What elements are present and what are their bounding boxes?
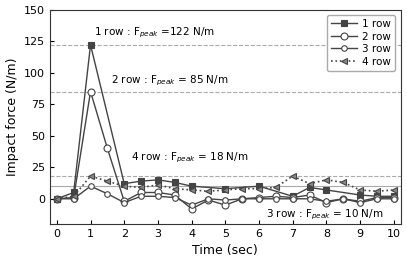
3 row (341, 197, 346, 200)
Text: 3 row : F$_{peak}$ = 10 N/m: 3 row : F$_{peak}$ = 10 N/m (266, 207, 383, 221)
4 row (307, 182, 312, 185)
1 row (324, 188, 329, 191)
1 row (223, 187, 228, 190)
3 row (256, 197, 261, 200)
2 row (206, 199, 211, 202)
Text: 4 row : F$_{peak}$ = 18 N/m: 4 row : F$_{peak}$ = 18 N/m (131, 150, 248, 165)
3 row (290, 197, 295, 200)
2 row (324, 201, 329, 204)
2 row (307, 193, 312, 196)
1 row (189, 185, 194, 188)
4 row (256, 187, 261, 190)
2 row (139, 191, 144, 194)
X-axis label: Time (sec): Time (sec) (193, 244, 258, 257)
2 row (391, 196, 396, 199)
3 row (189, 204, 194, 207)
3 row (71, 197, 76, 200)
2 row (189, 207, 194, 210)
4 row (139, 186, 144, 189)
2 row (55, 197, 59, 200)
4 row (324, 178, 329, 181)
4 row (155, 183, 160, 186)
2 row (290, 196, 295, 199)
Legend: 1 row, 2 row, 3 row, 4 row: 1 row, 2 row, 3 row, 4 row (327, 15, 395, 71)
2 row (240, 197, 245, 200)
3 row (391, 197, 396, 200)
2 row (223, 204, 228, 207)
1 row (155, 178, 160, 181)
2 row (358, 200, 363, 203)
4 row (105, 180, 110, 183)
3 row (324, 200, 329, 203)
1 row (290, 195, 295, 198)
3 row (55, 197, 59, 200)
2 row (71, 196, 76, 199)
3 row (206, 197, 211, 200)
2 row (122, 200, 127, 203)
4 row (122, 185, 127, 188)
1 row (122, 182, 127, 185)
Text: 2 row : F$_{peak}$ = 85 N/m: 2 row : F$_{peak}$ = 85 N/m (111, 73, 228, 88)
3 row (122, 201, 127, 204)
4 row (240, 187, 245, 190)
1 row (256, 185, 261, 188)
3 row (88, 185, 93, 188)
3 row (358, 201, 363, 204)
4 row (189, 188, 194, 191)
1 row (358, 193, 363, 196)
2 row (172, 193, 177, 196)
1 row (391, 195, 396, 198)
1 row (139, 180, 144, 183)
Line: 4 row: 4 row (53, 173, 397, 202)
2 row (341, 197, 346, 200)
4 row (341, 181, 346, 184)
3 row (155, 195, 160, 198)
1 row (71, 191, 76, 194)
1 row (55, 197, 59, 200)
1 row (88, 43, 93, 47)
4 row (55, 197, 59, 200)
2 row (256, 196, 261, 199)
2 row (374, 196, 379, 199)
4 row (274, 186, 278, 189)
Line: 1 row: 1 row (54, 42, 396, 201)
Text: 1 row : F$_{peak}$ =122 N/m: 1 row : F$_{peak}$ =122 N/m (94, 26, 215, 40)
3 row (374, 197, 379, 200)
3 row (307, 197, 312, 200)
4 row (71, 195, 76, 198)
3 row (240, 197, 245, 200)
Line: 2 row: 2 row (53, 88, 397, 212)
Y-axis label: Impact force (N/m): Impact force (N/m) (6, 58, 19, 176)
2 row (88, 90, 93, 93)
Line: 3 row: 3 row (54, 183, 396, 208)
1 row (172, 181, 177, 184)
3 row (172, 196, 177, 199)
4 row (223, 188, 228, 191)
4 row (88, 175, 93, 178)
1 row (374, 195, 379, 198)
4 row (206, 190, 211, 193)
4 row (391, 188, 396, 191)
4 row (374, 190, 379, 193)
3 row (274, 197, 278, 200)
2 row (105, 147, 110, 150)
3 row (139, 195, 144, 198)
2 row (274, 195, 278, 198)
4 row (358, 188, 363, 191)
2 row (155, 191, 160, 194)
4 row (290, 175, 295, 178)
3 row (105, 192, 110, 195)
4 row (172, 187, 177, 190)
1 row (307, 186, 312, 189)
3 row (223, 199, 228, 202)
